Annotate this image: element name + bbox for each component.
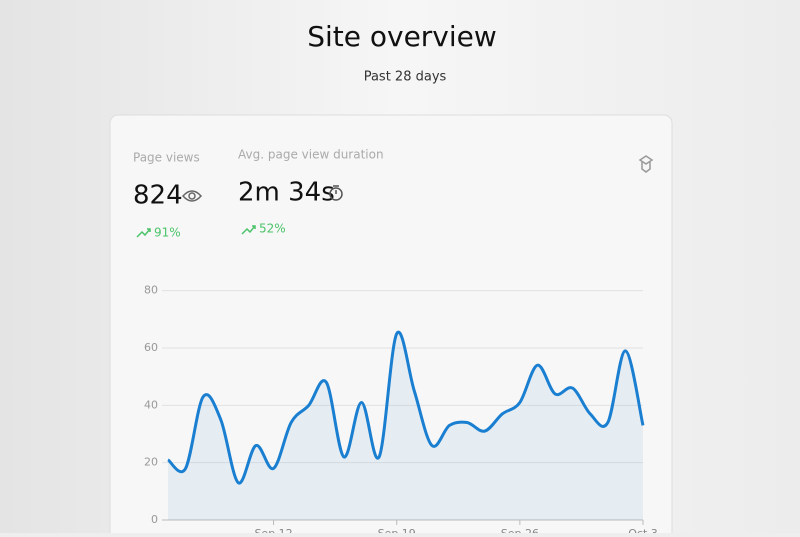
metric-value: 824 [133,181,183,211]
line [167,330,645,485]
x-tick-label: Sep 12 [254,527,292,533]
metric-label: Avg. page view duration [238,148,384,162]
y-tick-label: 0 [151,513,158,526]
x-tick-label: Sep 26 [501,527,539,533]
y-tick-label: 40 [144,398,158,411]
y-tick-label: 60 [144,341,158,354]
metric-change: 52% [259,222,286,236]
card [109,114,673,537]
metric-change: 91% [154,226,181,240]
x-tick-label: Sep 19 [378,527,416,533]
x-tick-label: Oct 3 [628,527,658,533]
line-area [168,332,643,520]
metric-label: Page views [133,151,200,165]
timer-icon [329,185,343,201]
y-tick-label: 80 [144,284,158,297]
metric-value: 2m 34s [238,178,335,208]
title: Site overview [307,20,497,53]
y-tick-label: 20 [144,456,158,469]
trend-icon [136,228,151,238]
eye-icon [181,190,203,202]
trend-icon [241,225,256,235]
settings-icon[interactable] [638,155,654,173]
subtitle: Past 28 days [364,70,447,85]
